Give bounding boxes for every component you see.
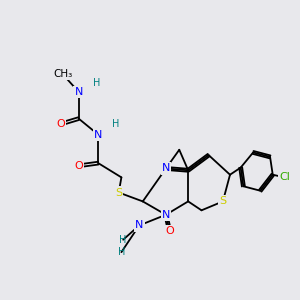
Text: O: O (165, 226, 174, 236)
Text: O: O (74, 161, 83, 171)
Text: N: N (162, 164, 170, 173)
Text: H: H (93, 78, 100, 88)
Text: N: N (135, 220, 143, 230)
Text: CH₃: CH₃ (53, 69, 72, 79)
Text: O: O (56, 119, 65, 129)
Text: Cl: Cl (279, 172, 290, 182)
Text: H: H (112, 119, 120, 129)
Text: S: S (219, 196, 226, 206)
Text: N: N (94, 130, 102, 140)
Text: H: H (118, 247, 125, 257)
Text: N: N (74, 87, 83, 97)
Text: H: H (119, 235, 127, 245)
Text: N: N (162, 210, 170, 220)
Text: S: S (115, 188, 122, 197)
